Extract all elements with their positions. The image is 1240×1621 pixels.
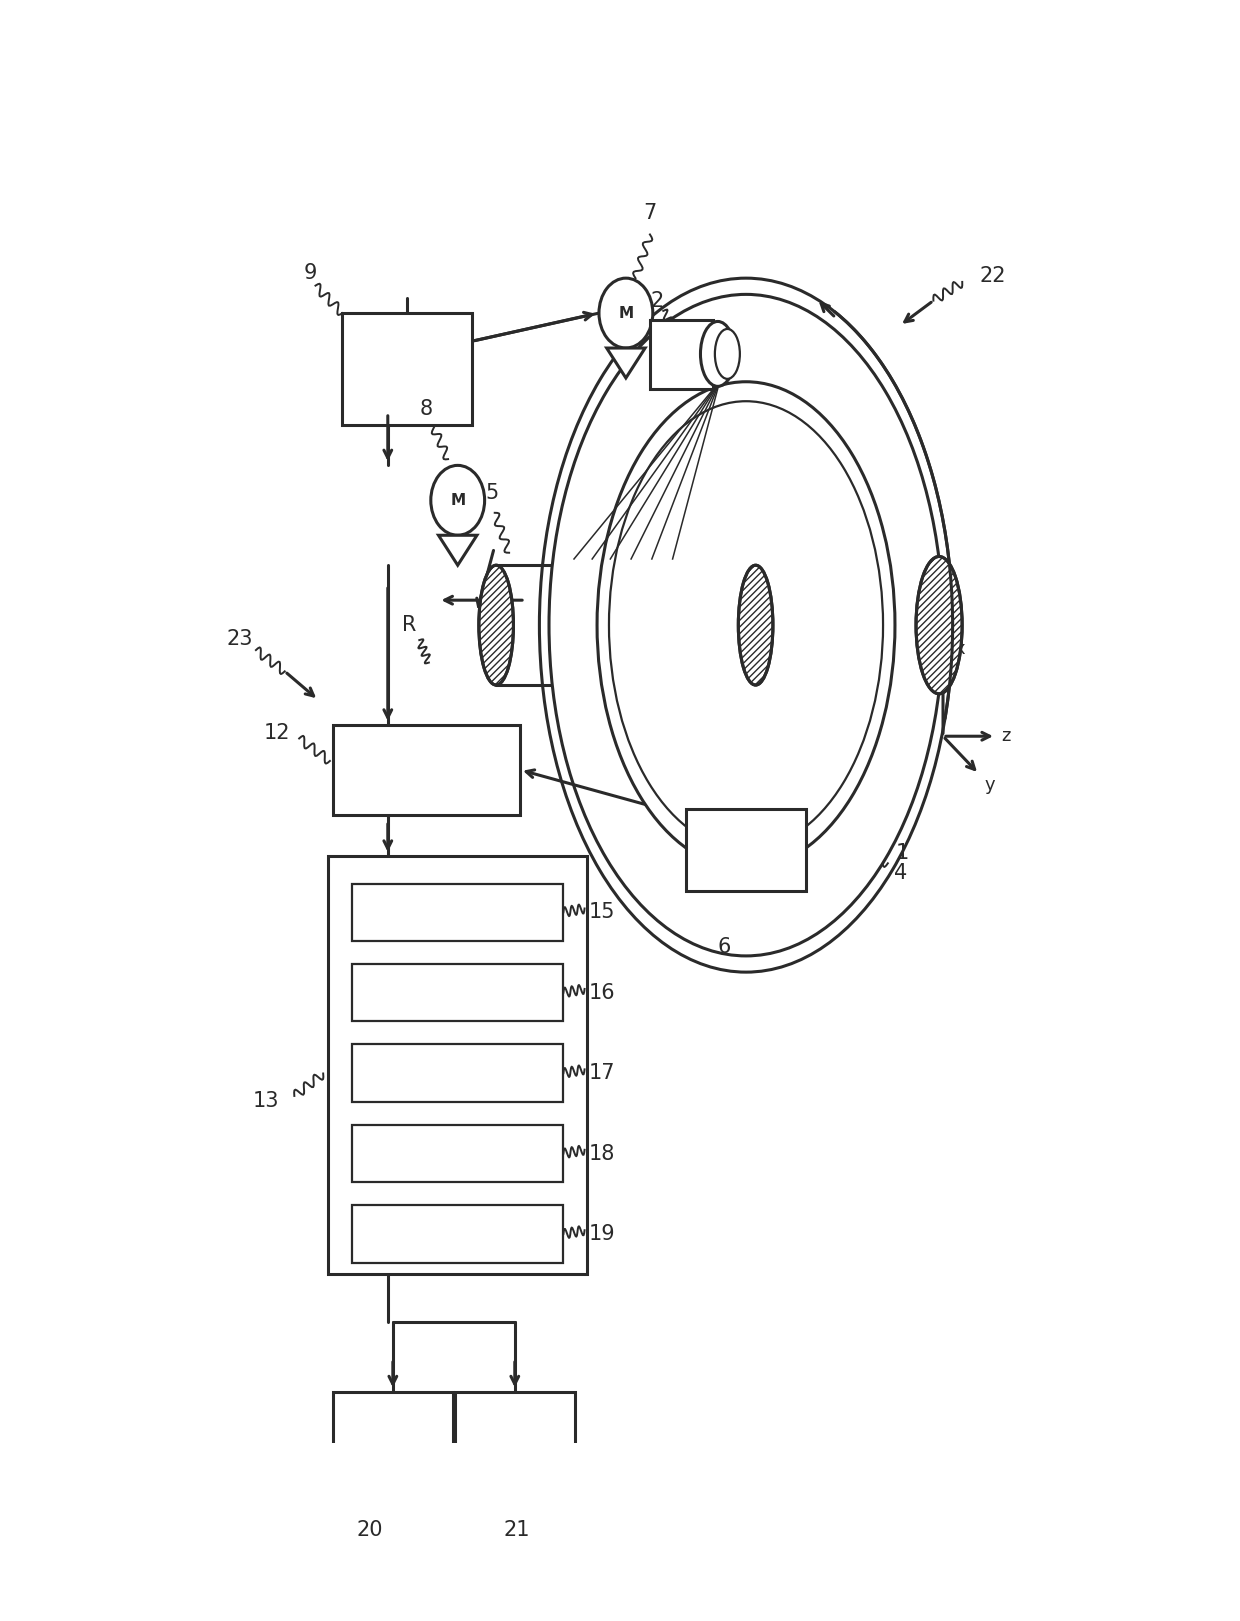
Text: z: z [1002, 728, 1011, 746]
Bar [352, 964, 563, 1021]
Ellipse shape [715, 329, 740, 379]
Text: 4: 4 [894, 864, 906, 883]
Text: 15: 15 [589, 903, 615, 922]
Bar [332, 725, 521, 815]
Text: 1: 1 [895, 843, 909, 864]
Text: 21: 21 [503, 1520, 529, 1540]
Text: 23: 23 [227, 629, 253, 648]
Text: 22: 22 [980, 266, 1006, 285]
Text: 8: 8 [419, 399, 433, 420]
Text: 19: 19 [589, 1224, 615, 1243]
Text: x: x [955, 640, 965, 658]
Text: 18: 18 [589, 1143, 615, 1164]
Polygon shape [606, 349, 645, 378]
Text: 6: 6 [717, 937, 730, 958]
Bar [686, 809, 806, 890]
Text: y: y [985, 776, 996, 794]
Text: 7: 7 [644, 203, 656, 224]
Bar [352, 1125, 563, 1182]
Bar [327, 856, 588, 1274]
Ellipse shape [916, 556, 962, 694]
Ellipse shape [539, 279, 952, 973]
Bar [332, 1391, 453, 1470]
Bar [455, 1391, 575, 1470]
Ellipse shape [701, 321, 735, 386]
Bar [352, 1044, 563, 1102]
Text: 20: 20 [357, 1520, 383, 1540]
Text: 9: 9 [304, 263, 317, 284]
Text: 12: 12 [264, 723, 290, 744]
Polygon shape [439, 535, 477, 566]
Text: 16: 16 [589, 982, 615, 1003]
Ellipse shape [479, 566, 513, 686]
Text: 3: 3 [787, 413, 800, 433]
Circle shape [430, 465, 485, 535]
Text: 17: 17 [589, 1063, 615, 1083]
Circle shape [599, 279, 652, 349]
Bar [352, 883, 563, 940]
Text: M: M [619, 306, 634, 321]
Bar [352, 1206, 563, 1263]
Bar [342, 313, 472, 425]
Bar [651, 321, 713, 389]
Text: 5: 5 [485, 483, 498, 503]
Ellipse shape [596, 381, 895, 869]
Ellipse shape [738, 566, 773, 686]
Text: M: M [450, 493, 465, 507]
Text: 2: 2 [651, 292, 663, 311]
Text: R: R [403, 614, 417, 635]
Ellipse shape [549, 295, 942, 956]
Text: 13: 13 [252, 1091, 279, 1110]
